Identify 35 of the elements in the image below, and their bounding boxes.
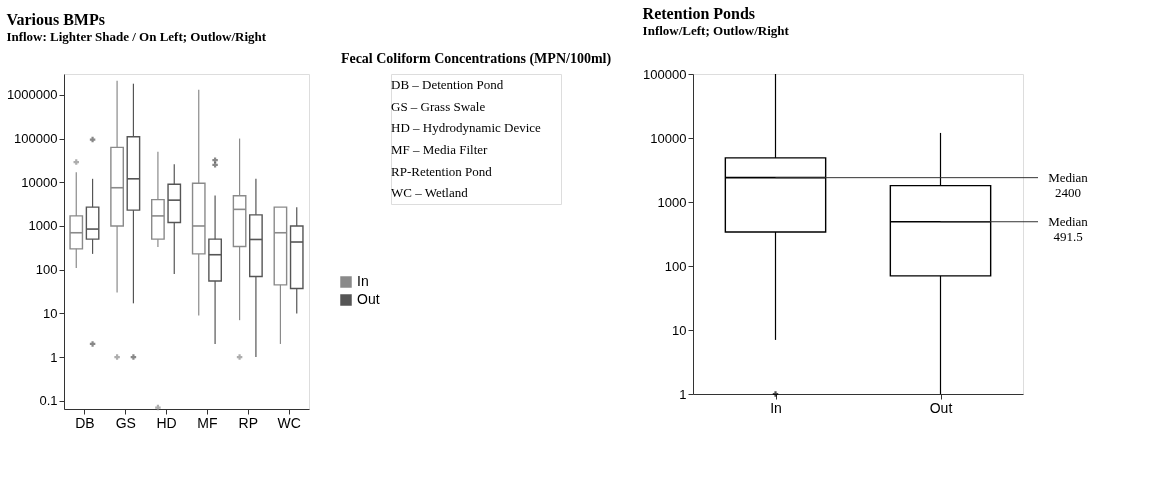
y-tick-label: 1 xyxy=(50,349,58,365)
x-tick-label: DB xyxy=(75,414,95,431)
text: WC – Wetland xyxy=(391,185,469,201)
y-tick-label: 1000000 xyxy=(6,87,58,103)
x-tick-label: MF xyxy=(197,414,218,431)
text: MF – Media Filter xyxy=(391,141,489,157)
y-tick-label: 0.1 xyxy=(39,393,58,409)
chart-subtitle: Inflow/Left; Outlow/Right xyxy=(642,23,790,38)
y-tick-label: 10 xyxy=(672,322,687,338)
y-tick-label: 1000 xyxy=(657,194,687,210)
text: GS – Grass Swale xyxy=(391,98,486,114)
y-tick-label: 10 xyxy=(43,305,58,321)
text: Fecal Coliform Concentrations (MPN/100ml) xyxy=(340,51,612,67)
text: RP-Retention Pond xyxy=(391,163,493,179)
chart-title: Various BMPs xyxy=(6,11,105,28)
legend-label: In xyxy=(357,273,369,289)
x-tick-label: RP xyxy=(238,414,258,431)
y-tick-label: 100000 xyxy=(643,66,687,82)
text: HD – Hydrodynamic Device xyxy=(391,120,542,136)
x-tick-label: HD xyxy=(156,414,177,431)
y-tick-label: 10000 xyxy=(21,174,58,190)
x-tick-label: WC xyxy=(277,414,301,431)
chart-subtitle: Inflow: Lighter Shade / On Left; Outlow/Right xyxy=(6,29,267,44)
text: DB – Detention Pond xyxy=(391,76,504,92)
y-tick-label: 100000 xyxy=(14,131,58,147)
y-tick-label: 100 xyxy=(664,258,687,274)
x-tick-label: GS xyxy=(115,414,136,431)
legend-label: Out xyxy=(357,291,380,307)
annotation: Median 2400 xyxy=(1048,169,1089,200)
y-tick-label: 1000 xyxy=(28,218,58,234)
y-tick-label: 1 xyxy=(679,386,687,402)
annotation: Median 491.5 xyxy=(1048,213,1089,244)
y-tick-label: 10000 xyxy=(650,130,687,146)
chart-title: Retention Ponds xyxy=(642,5,756,22)
y-tick-label: 100 xyxy=(35,262,58,278)
